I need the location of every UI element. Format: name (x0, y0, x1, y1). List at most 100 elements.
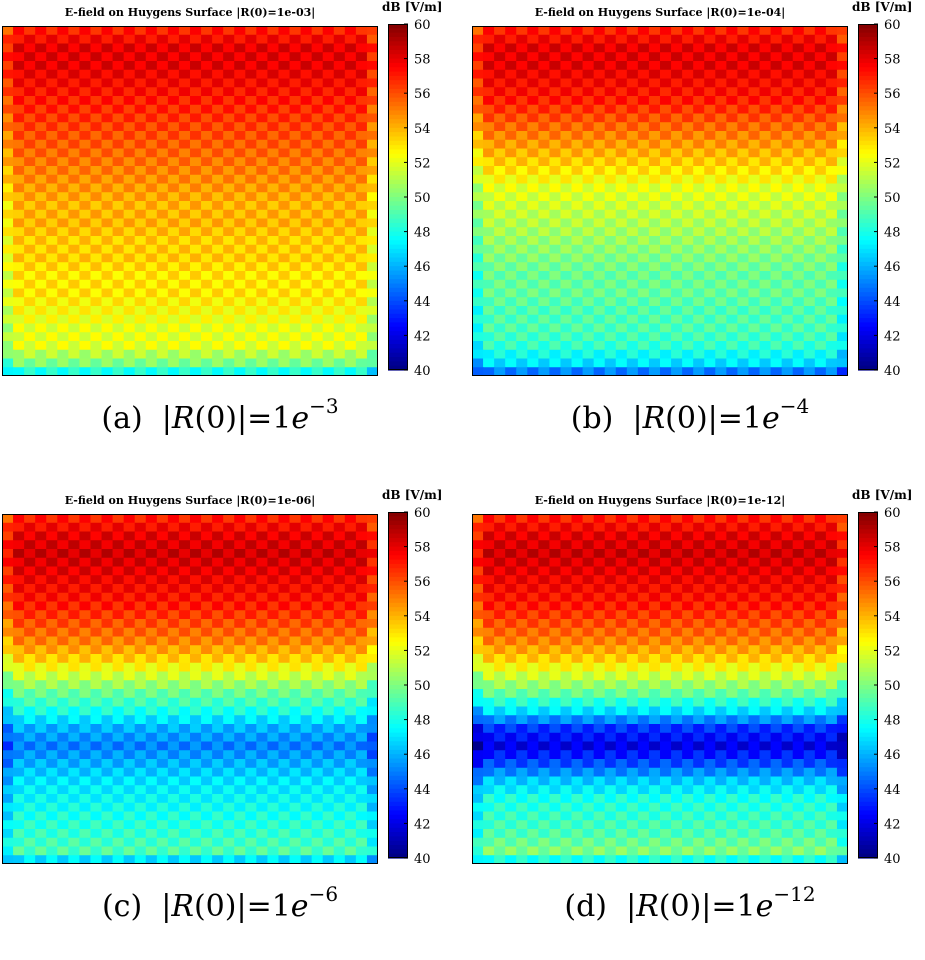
heatmap-cell (312, 768, 324, 777)
heatmap-cell (135, 838, 147, 847)
heatmap-cell (190, 26, 202, 35)
heatmap-cell (212, 184, 224, 193)
heatmap-cell (323, 680, 335, 689)
heatmap-cell (715, 306, 727, 315)
heatmap-cell (616, 540, 628, 549)
heatmap-cell (782, 166, 794, 175)
heatmap-cell (223, 750, 235, 759)
heatmap-cell (90, 105, 102, 114)
heatmap-cell (2, 35, 14, 44)
heatmap-cell (278, 359, 290, 368)
heatmap-cell (682, 289, 694, 298)
heatmap-cell (13, 271, 25, 280)
heatmap-cell (223, 768, 235, 777)
heatmap-cell (616, 44, 628, 53)
heatmap-cell (179, 271, 191, 280)
heatmap-cell (494, 532, 506, 541)
heatmap-cell (367, 680, 378, 689)
heatmap-cell (146, 707, 158, 716)
heatmap-cell (737, 532, 749, 541)
heatmap-cell (256, 707, 268, 716)
heatmap-cell (323, 637, 335, 646)
heatmap-cell (815, 184, 827, 193)
heatmap-cell (771, 619, 783, 628)
heatmap-cell (760, 341, 772, 350)
heatmap-cell (312, 698, 324, 707)
heatmap-cell (782, 219, 794, 228)
heatmap-cell (57, 324, 69, 333)
heatmap-cell (334, 79, 346, 88)
heatmap-cell (771, 540, 783, 549)
heatmap-cell (627, 61, 639, 70)
heatmap-cell (79, 558, 91, 567)
heatmap-cell (704, 236, 716, 245)
heatmap-cell (102, 227, 114, 236)
heatmap-cell (201, 227, 213, 236)
heatmap-cell (245, 838, 257, 847)
heatmap-cell (334, 271, 346, 280)
heatmap-cell (760, 201, 772, 210)
heatmap-cell (367, 777, 378, 786)
heatmap-cell (837, 122, 848, 131)
heatmap-cell (782, 271, 794, 280)
colorbar-segment (388, 746, 408, 751)
heatmap-cell (572, 254, 584, 263)
colorbar-segment (388, 581, 408, 586)
colorbar-segment (858, 249, 878, 254)
heatmap-cell (190, 245, 202, 254)
colorbar-tick-label: 56 (884, 87, 901, 102)
heatmap-cell (771, 645, 783, 654)
heatmap-cell (671, 584, 683, 593)
heatmap-cell (483, 610, 495, 619)
heatmap-cell (583, 149, 595, 158)
heatmap-cell (748, 262, 760, 271)
heatmap-cell (157, 724, 169, 733)
heatmap-cell (290, 297, 302, 306)
heatmap-cell (594, 262, 606, 271)
heatmap-cell (179, 820, 191, 829)
heatmap-cell (748, 210, 760, 219)
heatmap-cell (90, 847, 102, 856)
heatmap-cell (616, 70, 628, 79)
heatmap-cell (102, 602, 114, 611)
heatmap-cell (516, 341, 528, 350)
heatmap-cell (290, 367, 302, 376)
heatmap-cell (256, 245, 268, 254)
heatmap-cell (356, 663, 368, 672)
heatmap-cell (223, 166, 235, 175)
heatmap-cell (35, 750, 47, 759)
heatmap-cell (334, 149, 346, 158)
heatmap-cell (168, 820, 180, 829)
heatmap-cell (190, 855, 202, 864)
heatmap-cell (79, 184, 91, 193)
heatmap-cell (179, 567, 191, 576)
heatmap-cell (638, 584, 650, 593)
heatmap-cell (815, 131, 827, 140)
heatmap-cell (201, 829, 213, 838)
heatmap-cell (649, 140, 661, 149)
heatmap-cell (24, 777, 36, 786)
heatmap-cell (179, 724, 191, 733)
heatmap-cell (616, 637, 628, 646)
heatmap-cell (660, 149, 672, 158)
colorbar-segment (388, 284, 408, 289)
heatmap-cell (345, 271, 357, 280)
heatmap-cell (90, 549, 102, 558)
heatmap-cell (367, 794, 378, 803)
heatmap-cell (715, 350, 727, 359)
heatmap-cell (760, 131, 772, 140)
caption-arg: (0) (665, 401, 708, 436)
colorbar-tick-label: 54 (414, 610, 431, 625)
colorbar-segment (388, 33, 408, 38)
heatmap-cell (760, 87, 772, 96)
heatmap-cell (90, 166, 102, 175)
heatmap-cell (572, 280, 584, 289)
heatmap-cell (516, 645, 528, 654)
heatmap-cell (494, 157, 506, 166)
heatmap-cell (516, 227, 528, 236)
heatmap-cell (190, 341, 202, 350)
heatmap-cell (234, 759, 246, 768)
heatmap-cell (68, 297, 80, 306)
heatmap-cell (24, 35, 36, 44)
heatmap-cell (223, 794, 235, 803)
